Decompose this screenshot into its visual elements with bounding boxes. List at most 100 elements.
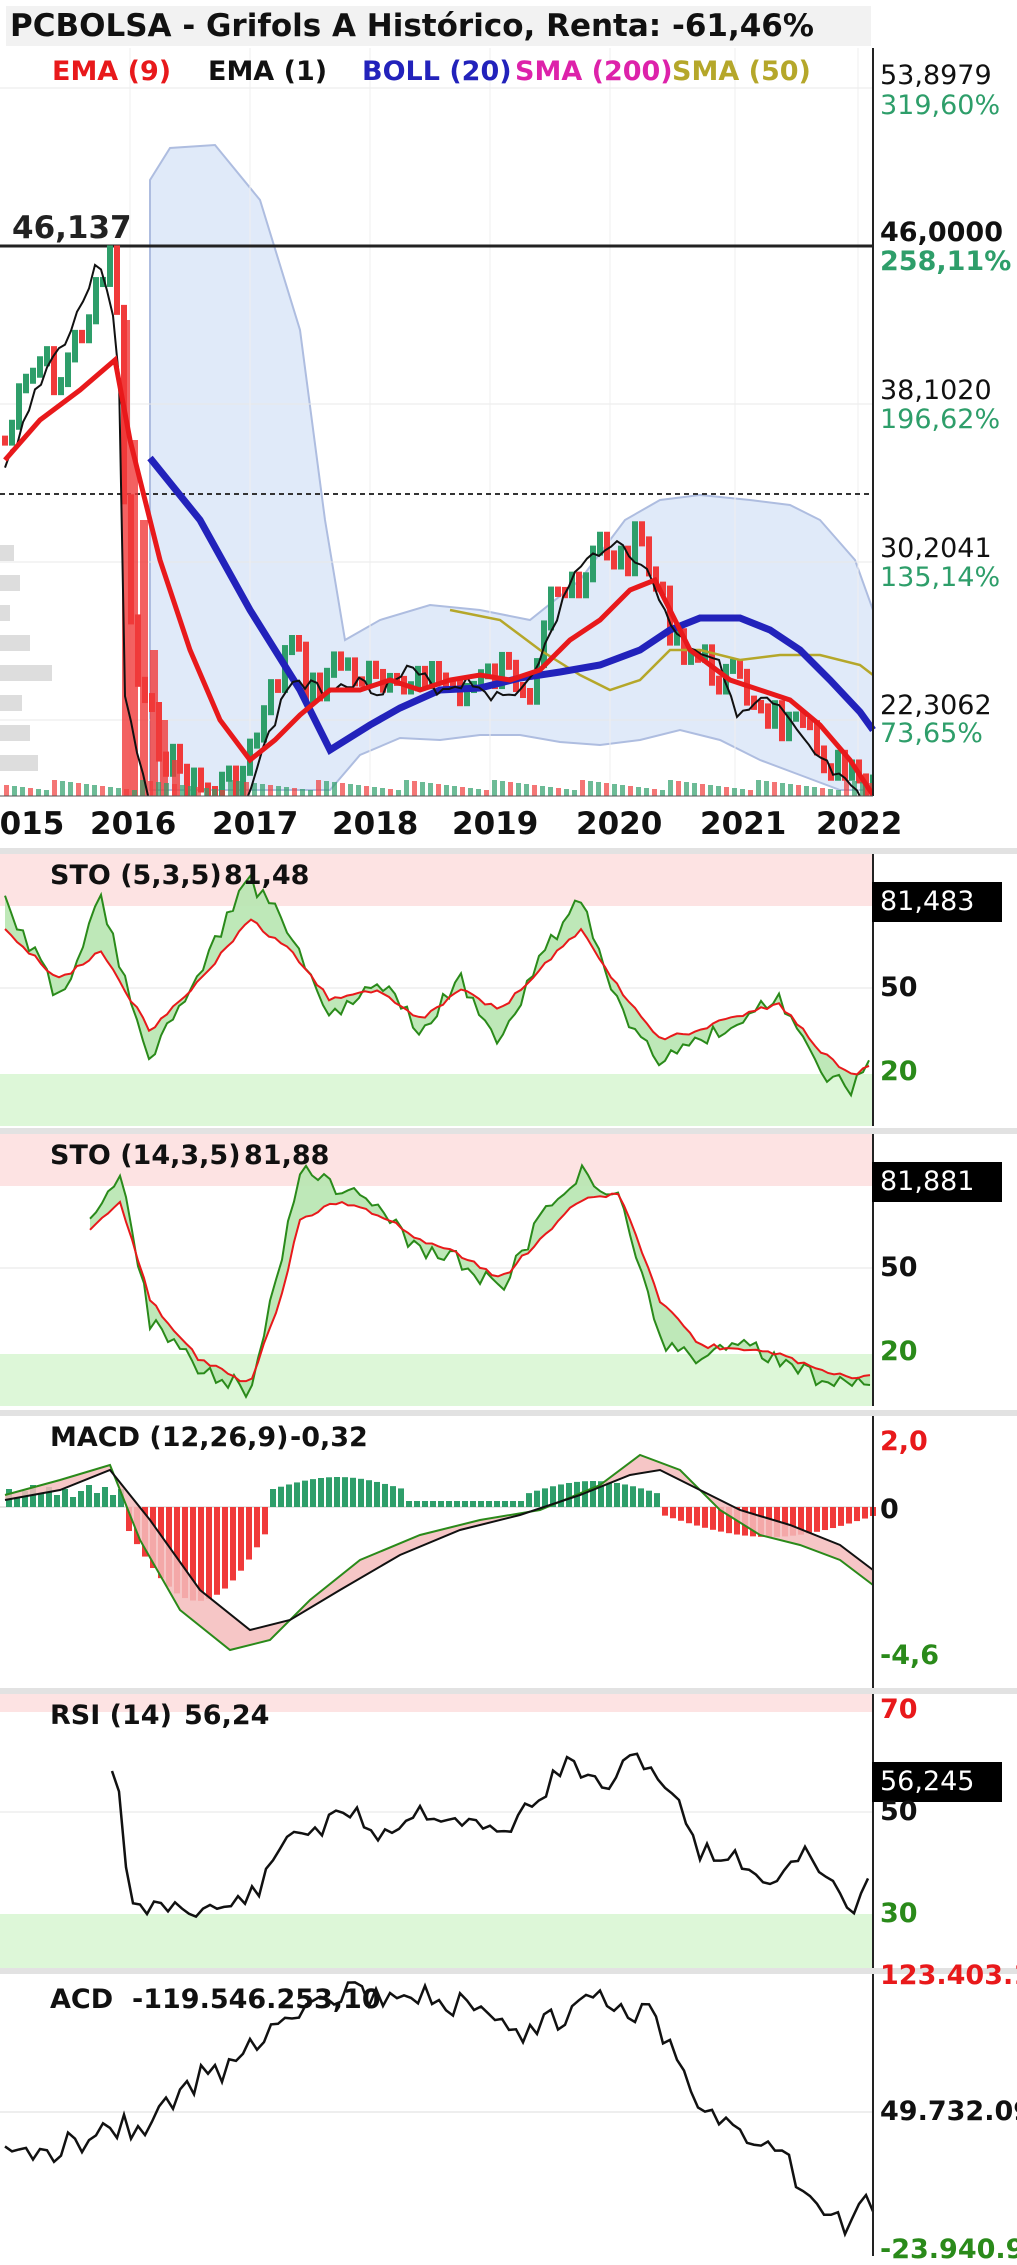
volume-bar: [676, 781, 681, 796]
volume-bar: [740, 789, 745, 796]
price-candle: [464, 683, 470, 707]
macd-histogram-bar: [390, 1486, 396, 1507]
volume-bar: [788, 784, 793, 796]
volume-bar: [524, 784, 529, 796]
volume-bar: [500, 781, 505, 796]
sto1-badge: 81,483: [872, 882, 1002, 922]
volume-bar: [652, 789, 657, 796]
price-candle: [261, 705, 267, 743]
macd-histogram-bar: [206, 1507, 212, 1599]
volume-profile-bar: [0, 575, 20, 591]
macd-histogram-bar: [830, 1507, 836, 1529]
price-candle: [86, 314, 92, 344]
macd-histogram-bar: [694, 1507, 700, 1526]
volume-bar: [644, 788, 649, 796]
macd-histogram-bar: [62, 1489, 68, 1507]
price-candle: [667, 585, 673, 646]
macd-histogram-bar: [350, 1477, 356, 1507]
price-candle: [611, 550, 617, 570]
price-candle: [51, 346, 57, 396]
macd-value: -0,32: [290, 1422, 368, 1453]
price-candle: [751, 695, 757, 710]
volume-bar: [364, 786, 369, 796]
price-candle: [527, 688, 533, 705]
price-candle: [583, 572, 589, 599]
ema1-line: [4, 263, 861, 796]
macd-histogram-bar: [518, 1501, 524, 1507]
macd-histogram-bar: [326, 1477, 332, 1507]
volume-bar: [780, 783, 785, 796]
price-candle: [44, 346, 50, 367]
price-candle: [800, 711, 806, 728]
macd-histogram-bar: [630, 1486, 636, 1507]
volume-spike-bar: [172, 760, 180, 796]
macd-histogram-bar: [814, 1507, 820, 1532]
volume-bar: [628, 786, 633, 796]
volume-bar: [156, 782, 161, 796]
price-candle: [716, 675, 722, 695]
sto2-overbought-zone: [0, 1134, 873, 1186]
volume-bar: [196, 787, 201, 796]
volume-spike-bar: [150, 650, 158, 796]
pct-tick-0: 319,60%: [880, 90, 1001, 121]
volume-bar: [300, 789, 305, 796]
sto1-title: STO (5,3,5): [50, 860, 222, 891]
macd-histogram-bar: [174, 1507, 180, 1594]
macd-histogram-bar: [534, 1490, 540, 1507]
macd-histogram-bar: [102, 1487, 108, 1507]
macd-histogram-bar: [510, 1501, 516, 1507]
price-tick-3: 30,2041: [880, 533, 992, 564]
macd-histogram-bar: [622, 1484, 628, 1507]
volume-bar: [20, 787, 25, 796]
macd-histogram-bar: [262, 1507, 268, 1535]
macd-histogram-bar: [446, 1501, 452, 1507]
reference-label: 46,137: [12, 210, 132, 246]
macd-histogram-bar: [422, 1501, 428, 1507]
macd-histogram-bar: [430, 1501, 436, 1507]
price-candle: [289, 635, 295, 656]
price-candle: [219, 771, 225, 796]
volume-bar: [820, 788, 825, 796]
rsi-line: [110, 1752, 870, 1919]
volume-bar: [356, 785, 361, 796]
price-candle: [9, 419, 15, 446]
boll-middle-line: [147, 455, 876, 756]
macd-histogram-bar: [726, 1507, 732, 1534]
macd-histogram-bar: [270, 1489, 276, 1507]
price-candle: [303, 641, 309, 704]
macd-histogram-bar: [862, 1507, 868, 1519]
volume-bar: [108, 787, 113, 796]
macd-histogram-bar: [606, 1481, 612, 1507]
macd-histogram-bar: [542, 1488, 548, 1507]
volume-bar: [460, 787, 465, 796]
volume-profile-bar: [0, 605, 10, 621]
macd-histogram-bar: [838, 1507, 844, 1526]
volume-bar: [748, 790, 753, 796]
price-candle: [618, 545, 624, 570]
macd-histogram-bar: [182, 1507, 188, 1599]
price-candle: [310, 672, 316, 704]
price-candle: [730, 658, 736, 674]
volume-bar: [36, 789, 41, 796]
sto2-oversold-zone: [0, 1354, 873, 1406]
price-candle: [72, 329, 78, 363]
price-candle: [569, 571, 575, 599]
price-candle: [814, 720, 820, 756]
macd-histogram-bar: [710, 1507, 716, 1530]
macd-histogram-bar: [718, 1507, 724, 1532]
acd-line: [4, 1981, 875, 2238]
sto2-fill: [90, 1165, 870, 1397]
volume-bar: [324, 781, 329, 796]
volume-bar: [276, 786, 281, 796]
macd-histogram-bar: [70, 1497, 76, 1507]
price-candle: [100, 276, 106, 288]
volume-bar: [452, 786, 457, 796]
price-candle: [184, 763, 190, 796]
macd-histogram-bar: [126, 1507, 132, 1532]
volume-bar: [532, 785, 537, 796]
price-candle: [576, 571, 582, 599]
macd-axis-top: 2,0: [880, 1426, 928, 1457]
macd-histogram-bar: [30, 1485, 36, 1507]
volume-bar: [388, 789, 393, 796]
